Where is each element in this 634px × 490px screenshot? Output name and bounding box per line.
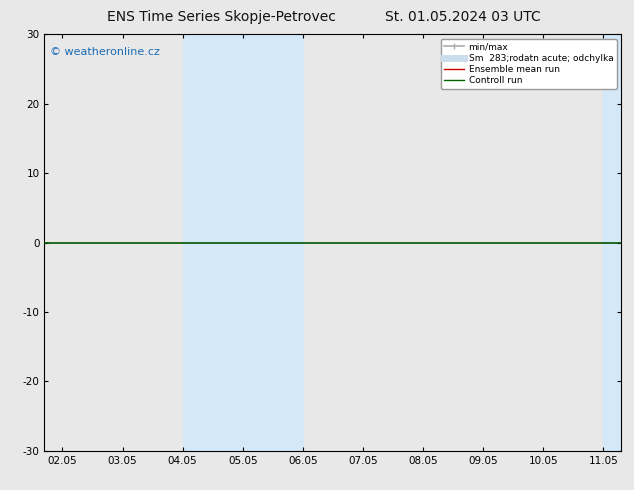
- Legend: min/max, Sm  283;rodatn acute; odchylka, Ensemble mean run, Controll run: min/max, Sm 283;rodatn acute; odchylka, …: [441, 39, 617, 89]
- Text: ENS Time Series Skopje-Petrovec: ENS Time Series Skopje-Petrovec: [107, 10, 337, 24]
- Bar: [604, 34, 634, 451]
- Text: © weatheronline.cz: © weatheronline.cz: [50, 47, 160, 57]
- Text: St. 01.05.2024 03 UTC: St. 01.05.2024 03 UTC: [385, 10, 541, 24]
- Bar: [604, 34, 633, 451]
- Bar: [183, 34, 303, 451]
